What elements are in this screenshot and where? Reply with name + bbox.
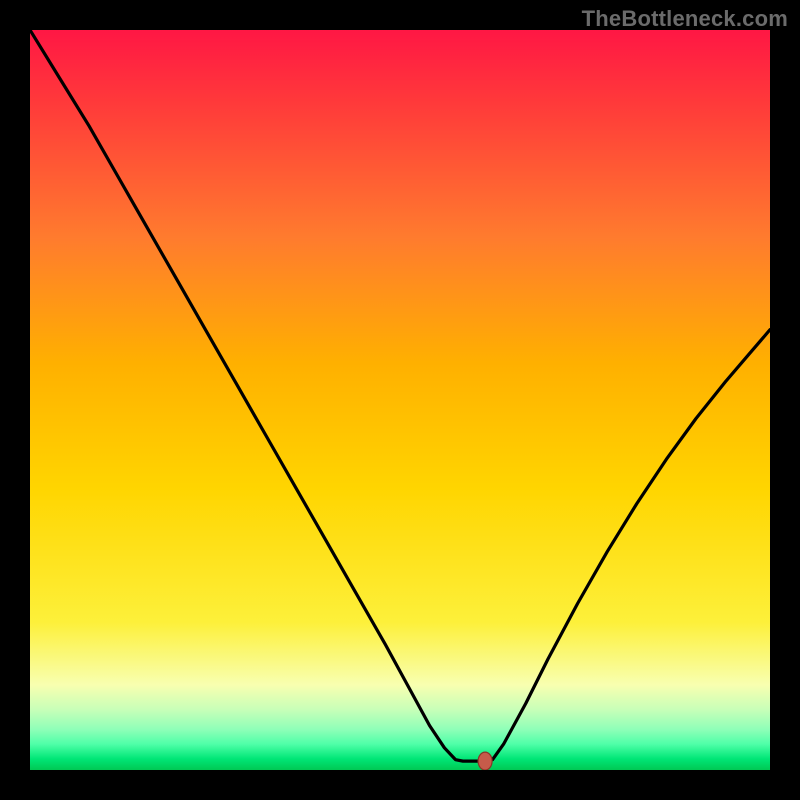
watermark-text: TheBottleneck.com	[582, 6, 788, 32]
bottleneck-chart	[0, 0, 800, 800]
gradient-background	[30, 30, 770, 770]
optimal-point-marker	[478, 752, 492, 770]
chart-root: TheBottleneck.com	[0, 0, 800, 800]
